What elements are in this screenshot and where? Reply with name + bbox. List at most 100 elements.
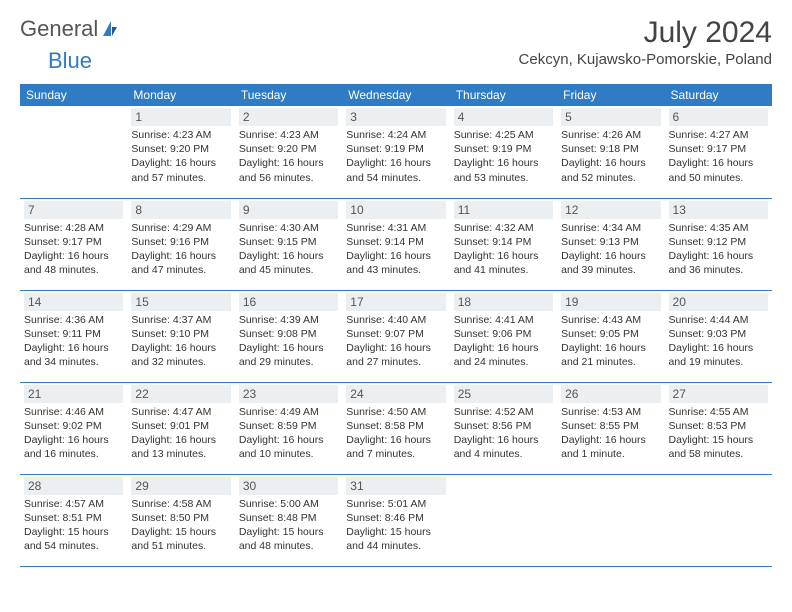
day-number: 9	[239, 201, 338, 219]
day-number: 3	[346, 108, 445, 126]
day-info-line: and 27 minutes.	[346, 355, 445, 369]
calendar-day-cell: 5Sunrise: 4:26 AMSunset: 9:18 PMDaylight…	[557, 106, 664, 198]
calendar-week-row: 7Sunrise: 4:28 AMSunset: 9:17 PMDaylight…	[20, 198, 772, 290]
day-number: 4	[454, 108, 553, 126]
calendar-day-cell: 23Sunrise: 4:49 AMSunset: 8:59 PMDayligh…	[235, 382, 342, 474]
logo-text-general: General	[20, 16, 98, 42]
day-info-line: and 34 minutes.	[24, 355, 123, 369]
day-info-line: Sunrise: 4:40 AM	[346, 313, 445, 327]
day-info-line: Sunset: 9:06 PM	[454, 327, 553, 341]
calendar-day-cell: 2Sunrise: 4:23 AMSunset: 9:20 PMDaylight…	[235, 106, 342, 198]
day-sun-info: Sunrise: 4:49 AMSunset: 8:59 PMDaylight:…	[239, 405, 338, 462]
day-info-line: Sunrise: 4:52 AM	[454, 405, 553, 419]
day-info-line: Sunset: 9:17 PM	[24, 235, 123, 249]
day-info-line: Sunrise: 4:55 AM	[669, 405, 768, 419]
day-number: 31	[346, 477, 445, 495]
weekday-header: Friday	[557, 84, 664, 106]
day-sun-info: Sunrise: 4:28 AMSunset: 9:17 PMDaylight:…	[24, 221, 123, 278]
day-info-line: Daylight: 16 hours	[24, 249, 123, 263]
day-info-line: Sunrise: 4:31 AM	[346, 221, 445, 235]
calendar-day-cell: 24Sunrise: 4:50 AMSunset: 8:58 PMDayligh…	[342, 382, 449, 474]
day-sun-info: Sunrise: 4:37 AMSunset: 9:10 PMDaylight:…	[131, 313, 230, 370]
day-info-line: and 52 minutes.	[561, 171, 660, 185]
day-info-line: and 45 minutes.	[239, 263, 338, 277]
day-number: 14	[24, 293, 123, 311]
calendar-day-cell	[557, 474, 664, 566]
day-number: 21	[24, 385, 123, 403]
day-sun-info: Sunrise: 4:34 AMSunset: 9:13 PMDaylight:…	[561, 221, 660, 278]
day-info-line: Daylight: 16 hours	[561, 249, 660, 263]
day-info-line: Daylight: 16 hours	[24, 433, 123, 447]
day-info-line: Sunrise: 4:50 AM	[346, 405, 445, 419]
calendar-day-cell: 11Sunrise: 4:32 AMSunset: 9:14 PMDayligh…	[450, 198, 557, 290]
calendar-day-cell: 21 Sunrise: 4:46 AMSunset: 9:02 PMDayligh…	[20, 382, 127, 474]
day-number: 29	[131, 477, 230, 495]
day-info-line: Sunrise: 4:23 AM	[239, 128, 338, 142]
logo-text-blue: Blue	[48, 48, 92, 73]
day-info-line: Daylight: 16 hours	[669, 249, 768, 263]
day-info-line: Daylight: 16 hours	[454, 249, 553, 263]
day-info-line: Daylight: 16 hours	[346, 156, 445, 170]
day-info-line: and 54 minutes.	[346, 171, 445, 185]
day-number: 8	[131, 201, 230, 219]
day-info-line: Sunset: 9:17 PM	[669, 142, 768, 156]
day-info-line: and 10 minutes.	[239, 447, 338, 461]
day-info-line: Sunset: 8:53 PM	[669, 419, 768, 433]
day-info-line: Sunset: 9:02 PM	[24, 419, 123, 433]
day-sun-info: Sunrise: 4:52 AMSunset: 8:56 PMDaylight:…	[454, 405, 553, 462]
day-info-line: Sunrise: 4:25 AM	[454, 128, 553, 142]
day-number: 12	[561, 201, 660, 219]
day-info-line: Sunrise: 4:35 AM	[669, 221, 768, 235]
day-info-line: Sunset: 9:16 PM	[131, 235, 230, 249]
day-info-line: Sunset: 9:14 PM	[346, 235, 445, 249]
day-sun-info: Sunrise: 4:30 AMSunset: 9:15 PMDaylight:…	[239, 221, 338, 278]
day-info-line: Sunset: 8:48 PM	[239, 511, 338, 525]
day-info-line: Sunrise: 4:44 AM	[669, 313, 768, 327]
day-info-line: Sunrise: 4:28 AM	[24, 221, 123, 235]
day-number: 20	[669, 293, 768, 311]
calendar-day-cell: 14 Sunrise: 4:36 AMSunset: 9:11 PMDayligh…	[20, 290, 127, 382]
day-sun-info: Sunrise: 4:39 AMSunset: 9:08 PMDaylight:…	[239, 313, 338, 370]
day-info-line: Sunrise: 4:46 AM	[24, 405, 123, 419]
day-info-line: Sunset: 9:15 PM	[239, 235, 338, 249]
day-info-line: Daylight: 16 hours	[131, 249, 230, 263]
day-info-line: Sunset: 8:59 PM	[239, 419, 338, 433]
day-sun-info: Sunrise: 4:41 AMSunset: 9:06 PMDaylight:…	[454, 313, 553, 370]
day-info-line: Sunset: 9:01 PM	[131, 419, 230, 433]
calendar-day-cell: 8 Sunrise: 4:29 AMSunset: 9:16 PMDaylight…	[127, 198, 234, 290]
day-info-line: Daylight: 16 hours	[24, 341, 123, 355]
day-info-line: and 29 minutes.	[239, 355, 338, 369]
day-sun-info: Sunrise: 4:29 AMSunset: 9:16 PMDaylight:…	[131, 221, 230, 278]
month-title: July 2024	[519, 16, 772, 49]
day-info-line: Sunrise: 4:36 AM	[24, 313, 123, 327]
day-sun-info: Sunrise: 4:53 AMSunset: 8:55 PMDaylight:…	[561, 405, 660, 462]
day-info-line: Sunset: 8:56 PM	[454, 419, 553, 433]
day-info-line: Sunrise: 4:30 AM	[239, 221, 338, 235]
day-info-line: Sunset: 9:08 PM	[239, 327, 338, 341]
calendar-day-cell: 16Sunrise: 4:39 AMSunset: 9:08 PMDayligh…	[235, 290, 342, 382]
day-info-line: Daylight: 16 hours	[454, 156, 553, 170]
day-info-line: and 44 minutes.	[346, 539, 445, 553]
day-info-line: Daylight: 15 hours	[131, 525, 230, 539]
day-number: 7	[24, 201, 123, 219]
day-info-line: Sunrise: 4:39 AM	[239, 313, 338, 327]
day-info-line: and 32 minutes.	[131, 355, 230, 369]
logo: General	[20, 16, 122, 42]
day-info-line: Daylight: 16 hours	[561, 156, 660, 170]
day-info-line: Daylight: 16 hours	[669, 156, 768, 170]
calendar-day-cell: 13Sunrise: 4:35 AMSunset: 9:12 PMDayligh…	[665, 198, 772, 290]
day-info-line: Daylight: 15 hours	[669, 433, 768, 447]
calendar-day-cell: 26Sunrise: 4:53 AMSunset: 8:55 PMDayligh…	[557, 382, 664, 474]
day-info-line: Daylight: 16 hours	[131, 341, 230, 355]
header: General July 2024 Cekcyn, Kujawsko-Pomor…	[20, 16, 772, 74]
calendar-day-cell: 18Sunrise: 4:41 AMSunset: 9:06 PMDayligh…	[450, 290, 557, 382]
day-sun-info: Sunrise: 4:36 AMSunset: 9:11 PMDaylight:…	[24, 313, 123, 370]
calendar-day-cell: 15Sunrise: 4:37 AMSunset: 9:10 PMDayligh…	[127, 290, 234, 382]
day-number: 13	[669, 201, 768, 219]
day-number: 10	[346, 201, 445, 219]
calendar-day-cell: 28Sunrise: 4:57 AMSunset: 8:51 PMDayligh…	[20, 474, 127, 566]
day-sun-info: Sunrise: 4:58 AMSunset: 8:50 PMDaylight:…	[131, 497, 230, 554]
day-info-line: Sunrise: 5:00 AM	[239, 497, 338, 511]
day-info-line: Sunrise: 4:27 AM	[669, 128, 768, 142]
day-info-line: and 48 minutes.	[239, 539, 338, 553]
